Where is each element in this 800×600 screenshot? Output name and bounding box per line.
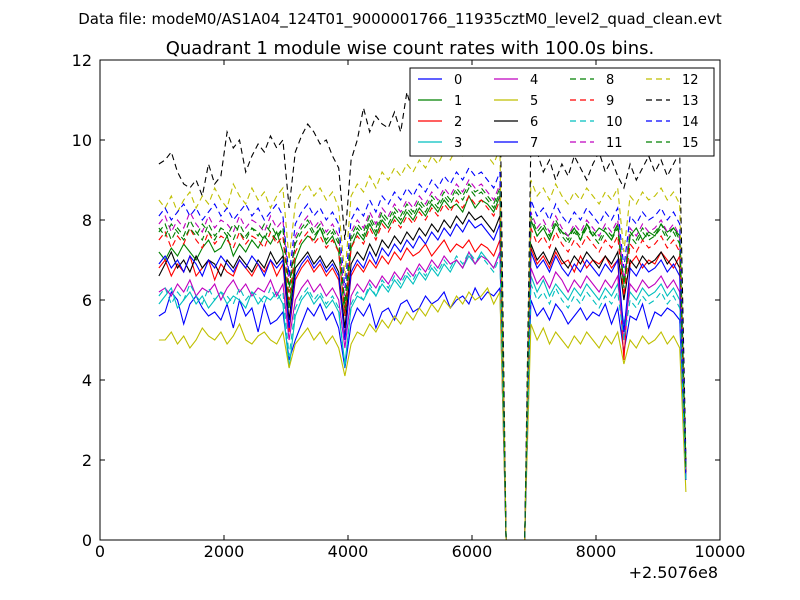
- y-tick-label: 0: [82, 531, 92, 550]
- series-line-14: [158, 166, 687, 540]
- x-tick-label: 2000: [204, 542, 245, 561]
- legend-label-2: 2: [454, 115, 462, 130]
- legend-label-11: 11: [606, 136, 623, 151]
- series-line-5: [158, 286, 687, 540]
- series-line-0: [158, 286, 687, 540]
- series-line-12: [158, 142, 687, 540]
- legend-label-14: 14: [682, 115, 699, 130]
- legend-label-15: 15: [682, 136, 699, 151]
- legend-label-4: 4: [530, 73, 538, 88]
- legend-label-12: 12: [682, 73, 699, 88]
- series-line-15: [158, 182, 687, 540]
- legend-label-7: 7: [530, 136, 538, 151]
- series-line-9: [158, 194, 687, 540]
- x-tick-label: 4000: [328, 542, 369, 561]
- series-line-8: [158, 186, 687, 540]
- legend-label-3: 3: [454, 136, 462, 151]
- y-tick-label: 4: [82, 371, 92, 390]
- x-tick-label: 10000: [695, 542, 746, 561]
- y-tick-label: 10: [72, 131, 92, 150]
- legend-label-13: 13: [682, 94, 699, 109]
- legend-label-9: 9: [606, 94, 614, 109]
- series-line-2: [158, 238, 687, 540]
- chart-title: Quadrant 1 module wise count rates with …: [166, 38, 655, 59]
- legend-box: [409, 67, 715, 157]
- x-tick-label: 6000: [452, 542, 493, 561]
- series-line-4: [158, 250, 687, 540]
- series-line-11: [158, 178, 687, 540]
- legend-label-5: 5: [530, 94, 538, 109]
- series-line-7: [158, 218, 687, 540]
- x-offset-label: +2.5076e8: [629, 563, 718, 582]
- series-line-1: [158, 194, 687, 540]
- y-tick-label: 8: [82, 211, 92, 230]
- series-line-10: [158, 250, 687, 540]
- x-tick-label: 0: [95, 542, 105, 561]
- y-tick-label: 2: [82, 451, 92, 470]
- legend-label-0: 0: [454, 73, 462, 88]
- y-tick-label: 6: [82, 291, 92, 310]
- series-line-6: [158, 210, 687, 540]
- data-file-suptitle: Data file: modeM0/AS1A04_124T01_90000017…: [78, 10, 722, 29]
- legend-label-6: 6: [530, 115, 538, 130]
- x-tick-label: 8000: [576, 542, 617, 561]
- series-layer: [158, 78, 687, 540]
- y-tick-label: 12: [72, 51, 92, 70]
- legend-label-8: 8: [606, 73, 614, 88]
- series-line-3: [158, 250, 687, 540]
- legend-label-1: 1: [454, 94, 462, 109]
- legend-label-10: 10: [606, 115, 623, 130]
